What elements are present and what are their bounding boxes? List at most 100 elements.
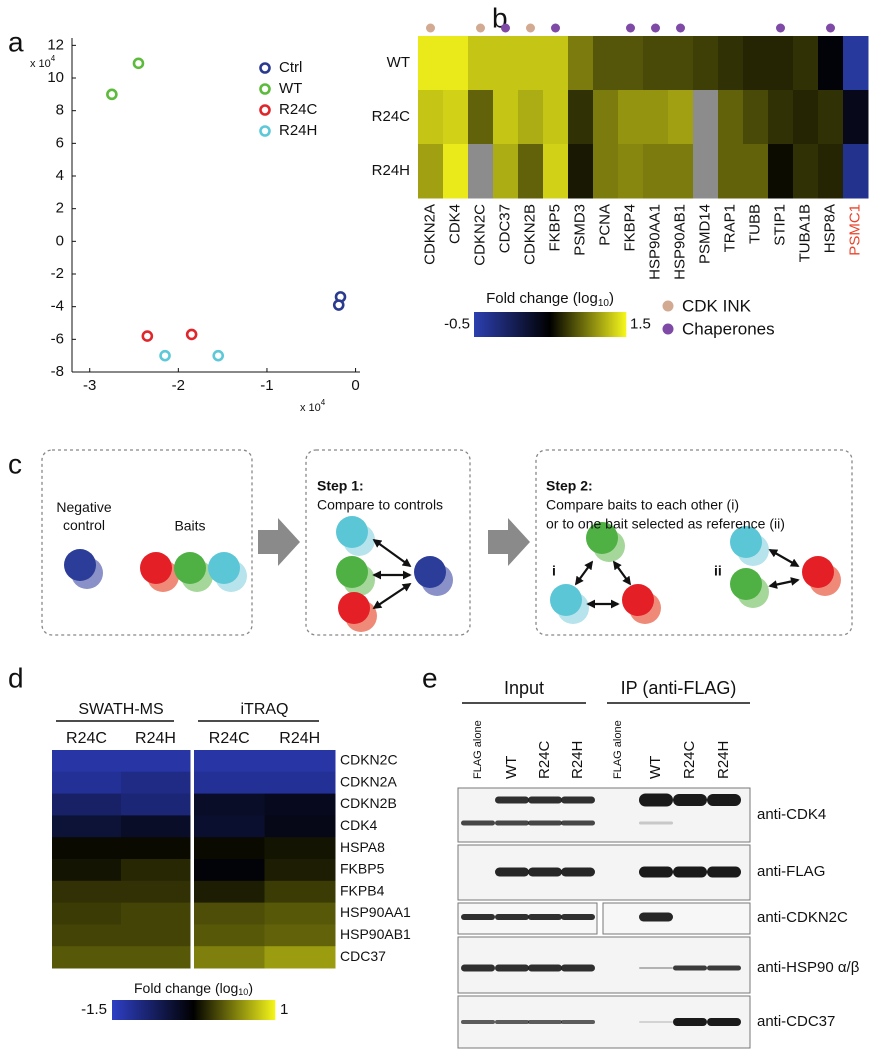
colorbar-step xyxy=(529,312,531,337)
heatmap-cell xyxy=(52,946,122,969)
colorbar-step xyxy=(183,1000,185,1020)
colorbar-step xyxy=(145,1000,147,1020)
baits-label: Baits xyxy=(174,518,205,534)
colorbar-step xyxy=(196,1000,198,1020)
text-part: Fold change (log xyxy=(486,290,598,307)
blot-band xyxy=(639,912,673,922)
heatmap-cell xyxy=(768,144,794,199)
heatmap-cell xyxy=(121,859,191,882)
colorbar-step xyxy=(528,312,530,337)
colorbar-step xyxy=(554,312,556,337)
text-part: ) xyxy=(609,290,614,307)
colorbar-step xyxy=(197,1000,199,1020)
colorbar-step xyxy=(551,312,553,337)
colorbar-step xyxy=(618,312,620,337)
row-label: R24H xyxy=(372,162,410,179)
text-part: 4 xyxy=(51,54,56,63)
colorbar-step xyxy=(243,1000,245,1020)
colorbar-step xyxy=(130,1000,132,1020)
column-label: CDKN2C xyxy=(471,204,488,266)
colorbar-step xyxy=(520,312,522,337)
group-dot xyxy=(426,23,435,33)
column-label: FKBP4 xyxy=(621,204,638,252)
legend-label: Ctrl xyxy=(279,59,302,76)
column-label: R24H xyxy=(135,730,176,747)
colorbar-step xyxy=(186,1000,188,1020)
heatmap-cell xyxy=(593,90,619,145)
colorbar-step xyxy=(592,312,594,337)
heatmap-cell xyxy=(693,36,719,91)
colorbar-step xyxy=(611,312,613,337)
column-label: HSP90AA1 xyxy=(646,204,663,280)
colorbar-step xyxy=(133,1000,135,1020)
scatter-point xyxy=(212,349,225,362)
heatmap-cell xyxy=(52,837,122,860)
heatmap-cell xyxy=(668,36,694,91)
colorbar-step xyxy=(157,1000,159,1020)
colorbar-step xyxy=(569,312,571,337)
colorbar-step xyxy=(240,1000,242,1020)
colorbar-step xyxy=(187,1000,189,1020)
colorbar-step xyxy=(507,312,509,337)
colorbar-step xyxy=(269,1000,271,1020)
colorbar-step xyxy=(562,312,564,337)
protein xyxy=(140,552,172,584)
colorbar-step xyxy=(494,312,496,337)
protein xyxy=(338,592,370,624)
heatmap-cell xyxy=(194,902,265,925)
column-label: PSMD14 xyxy=(696,204,713,264)
legend-marker xyxy=(259,104,271,116)
lane-label: R24H xyxy=(715,741,732,779)
label-ii: ii xyxy=(714,563,722,579)
colorbar-step xyxy=(241,1000,243,1020)
colorbar-step xyxy=(535,312,537,337)
heatmap-cell xyxy=(843,90,869,145)
blot-box xyxy=(457,787,751,843)
legend-label: WT xyxy=(279,80,302,97)
heatmap-cell xyxy=(121,924,191,947)
heatmap-cell xyxy=(718,144,744,199)
colorbar-step xyxy=(481,312,483,337)
colorbar-step xyxy=(608,312,610,337)
colorbar-step xyxy=(200,1000,202,1020)
colorbar-step xyxy=(146,1000,148,1020)
heatmap-cell xyxy=(443,144,469,199)
heatmap-cell xyxy=(518,36,544,91)
colorbar-step xyxy=(504,312,506,337)
text-part: 4 xyxy=(321,398,326,407)
colorbar-step xyxy=(123,1000,125,1020)
colorbar-step xyxy=(211,1000,213,1020)
colorbar-step xyxy=(613,312,615,337)
heatmap-cell xyxy=(443,90,469,145)
colorbar-step xyxy=(495,312,497,337)
colorbar-step xyxy=(548,312,550,337)
colorbar-step xyxy=(191,1000,193,1020)
colorbar-step xyxy=(522,312,524,337)
colorbar-step xyxy=(222,1000,224,1020)
colorbar-step xyxy=(544,312,546,337)
colorbar-step xyxy=(260,1000,262,1020)
colorbar-step xyxy=(573,312,575,337)
group-dot xyxy=(651,23,660,33)
colorbar-step xyxy=(537,312,539,337)
colorbar-step xyxy=(217,1000,219,1020)
legend-label: R24C xyxy=(279,101,318,118)
colorbar-step xyxy=(237,1000,239,1020)
colorbar-step xyxy=(236,1000,238,1020)
colorbar-step xyxy=(510,312,512,337)
colorbar-step xyxy=(158,1000,160,1020)
colorbar-step xyxy=(249,1000,251,1020)
antibody-label: anti-CDC37 xyxy=(757,1013,835,1030)
colorbar-step xyxy=(209,1000,211,1020)
protein xyxy=(586,522,618,554)
blot-band xyxy=(673,794,707,806)
colorbar-tick: -1.5 xyxy=(81,1001,107,1018)
colorbar-step xyxy=(258,1000,260,1020)
panel-label: d xyxy=(8,662,24,693)
colorbar-step xyxy=(119,1000,121,1020)
lane-label: R24C xyxy=(536,740,553,779)
protein xyxy=(64,549,96,581)
heatmap-cell xyxy=(194,771,265,795)
blot-box xyxy=(602,902,751,935)
y-multiplier: x 104 xyxy=(30,54,56,70)
